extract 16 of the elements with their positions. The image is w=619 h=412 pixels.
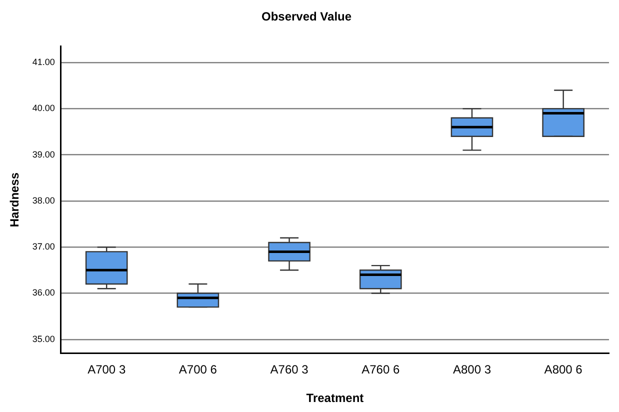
y-tick-label: 37.00 [32,242,55,252]
x-tick-label: A700 6 [178,362,218,377]
y-tick-label: 40.00 [32,103,55,114]
chart-title: Observed Value [261,10,352,24]
y-axis-title: Hardness [8,172,22,228]
x-tick-label: A700 3 [88,362,126,377]
x-tick-label: A760 3 [270,362,309,377]
x-tick-label: A800 6 [544,362,583,377]
x-tick-label: A760 6 [362,362,400,377]
y-tick-label: 39.00 [32,149,55,160]
y-tick-label: 41.00 [32,57,55,68]
y-tick-label: 36.00 [32,288,55,298]
y-tick-label: 38.00 [32,195,55,206]
x-axis-title: Treatment [306,391,364,406]
y-tick-label: 35.00 [32,334,55,344]
x-tick-label: A800 3 [452,362,492,377]
